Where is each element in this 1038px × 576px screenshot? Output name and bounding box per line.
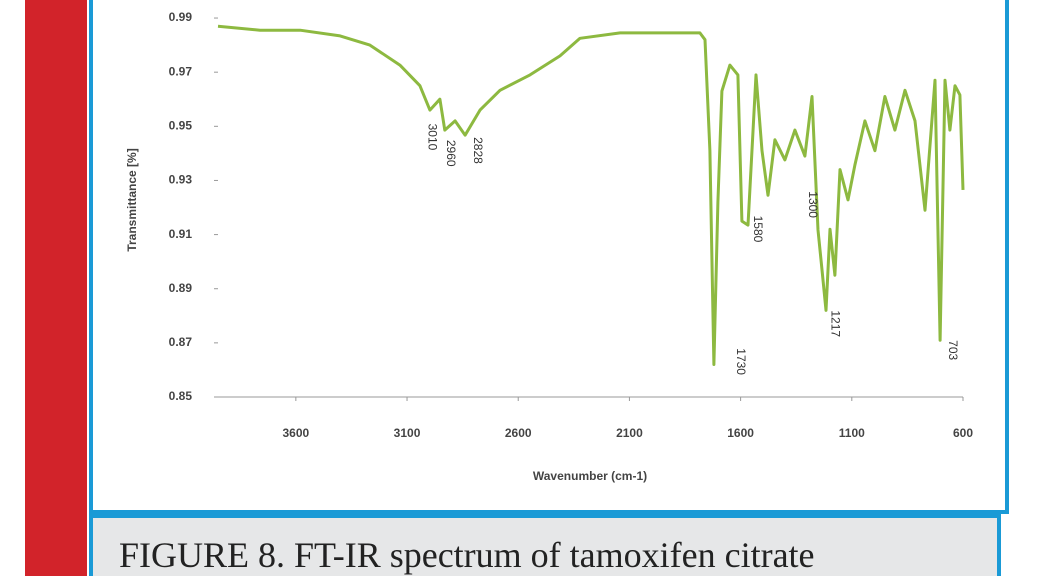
peak-label: 2960 bbox=[444, 140, 458, 167]
y-axis-label: Transmittance [%] bbox=[125, 148, 139, 251]
peak-label: 1300 bbox=[806, 191, 820, 218]
peak-label: 3010 bbox=[425, 124, 439, 151]
peak-label: 703 bbox=[946, 340, 960, 360]
x-tick-label: 1100 bbox=[839, 426, 865, 440]
x-tick-label: 2100 bbox=[616, 426, 643, 440]
y-tick-label: 0.85 bbox=[169, 389, 193, 403]
chart-panel bbox=[89, 0, 1009, 514]
peak-label: 1730 bbox=[734, 348, 748, 375]
y-tick-label: 0.87 bbox=[169, 335, 193, 349]
x-tick-label: 3600 bbox=[282, 426, 309, 440]
y-tick-label: 0.97 bbox=[169, 64, 193, 78]
peak-label: 2828 bbox=[471, 137, 485, 164]
caption-box: FIGURE 8. FT-IR spectrum of tamoxifen ci… bbox=[89, 514, 1001, 576]
x-tick-label: 600 bbox=[953, 426, 973, 440]
x-tick-label: 1600 bbox=[727, 426, 754, 440]
x-tick-label: 2600 bbox=[505, 426, 532, 440]
y-tick-label: 0.95 bbox=[169, 118, 193, 132]
x-axis-label: Wavenumber (cm-1) bbox=[533, 469, 647, 483]
y-tick-label: 0.89 bbox=[169, 281, 193, 295]
caption: FIGURE 8. FT-IR spectrum of tamoxifen ci… bbox=[119, 535, 815, 575]
peak-label: 1580 bbox=[751, 216, 765, 243]
peak-label: 1217 bbox=[829, 310, 843, 337]
y-tick-label: 0.99 bbox=[169, 10, 193, 24]
y-tick-label: 0.93 bbox=[169, 173, 193, 187]
y-tick-label: 0.91 bbox=[169, 227, 193, 241]
spectrum-line bbox=[217, 24, 965, 366]
x-tick-label: 3100 bbox=[394, 426, 421, 440]
side-bar bbox=[25, 0, 87, 576]
